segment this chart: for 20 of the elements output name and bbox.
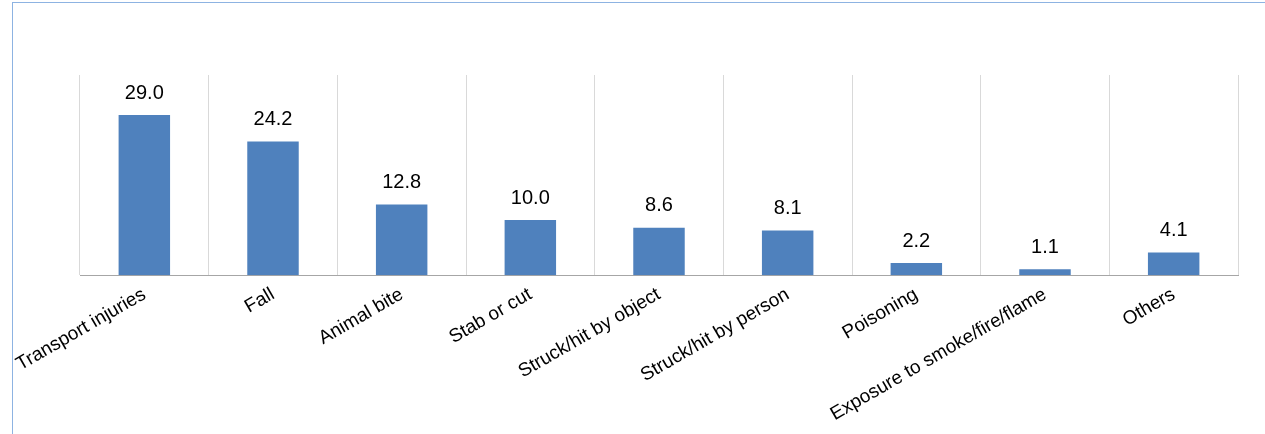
bar [761,230,814,276]
data-label: 24.2 [253,107,293,130]
bar [375,204,428,276]
bar [633,227,685,276]
bar [1019,269,1071,276]
data-label: 12.8 [382,170,422,193]
bar [890,263,943,276]
bar [118,115,171,276]
bar [1147,252,1200,276]
data-label: 2.2 [902,228,931,251]
bar [247,141,299,276]
data-label: 4.1 [1159,218,1188,241]
bar [504,220,557,276]
x-tick-label: Fall [240,282,278,317]
data-label: 8.1 [773,196,802,219]
data-label: 1.1 [1031,234,1059,257]
data-label: 8.6 [645,193,673,216]
data-label: 10.0 [510,185,550,208]
data-label: 29.0 [124,80,164,103]
x-tick-label: Stab or cut [444,282,536,348]
